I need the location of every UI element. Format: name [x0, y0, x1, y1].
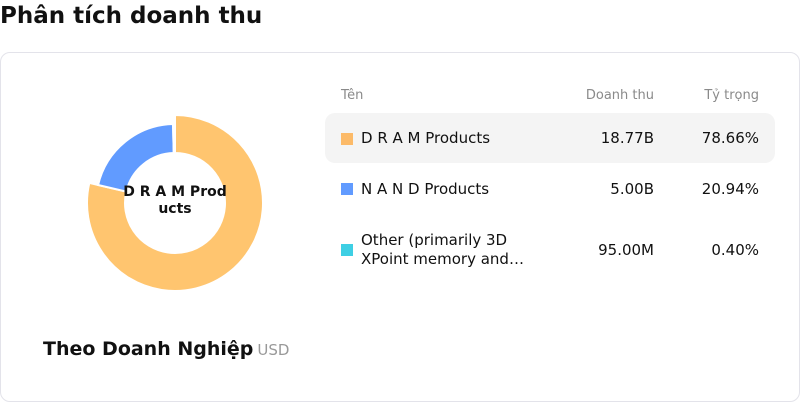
legend-swatch: [341, 183, 353, 195]
legend-row-dram[interactable]: D R A M Products 18.77B 78.66%: [325, 113, 775, 163]
legend-name: Other (primarily 3D XPoint memory and…: [361, 231, 524, 268]
donut-slice-0[interactable]: [86, 113, 264, 292]
header-share[interactable]: Tỷ trọng: [704, 88, 759, 103]
unit-label: USD: [257, 341, 290, 359]
legend-swatch: [341, 133, 353, 145]
legend-swatch: [341, 244, 353, 256]
legend-row-other[interactable]: Other (primarily 3D XPoint memory and… 9…: [325, 220, 775, 280]
donut-slice-1[interactable]: [96, 122, 175, 193]
donut-slice-2[interactable]: [171, 122, 176, 155]
donut-chart: [86, 113, 264, 292]
legend-percent: 20.94%: [701, 180, 759, 198]
donut-center-label: D R A M Products: [123, 184, 227, 217]
legend-value: 95.00M: [598, 241, 654, 259]
legend-row-nand[interactable]: N A N D Products 5.00B 20.94%: [325, 164, 775, 214]
legend-name: N A N D Products: [361, 180, 490, 198]
legend-value: 18.77B: [600, 129, 654, 147]
header-name[interactable]: Tên: [341, 88, 364, 103]
chart-subtitle: Theo Doanh Nghiệp USD: [43, 337, 289, 362]
header-revenue[interactable]: Doanh thu: [585, 88, 654, 103]
legend-name: D R A M Products: [361, 129, 491, 147]
legend-percent: 0.40%: [711, 241, 759, 259]
legend-value: 5.00B: [610, 180, 654, 198]
legend-percent: 78.66%: [701, 129, 759, 147]
subtitle-text: Theo Doanh Nghiệp: [43, 338, 254, 360]
page-title: Phân tích doanh thu: [0, 3, 263, 29]
